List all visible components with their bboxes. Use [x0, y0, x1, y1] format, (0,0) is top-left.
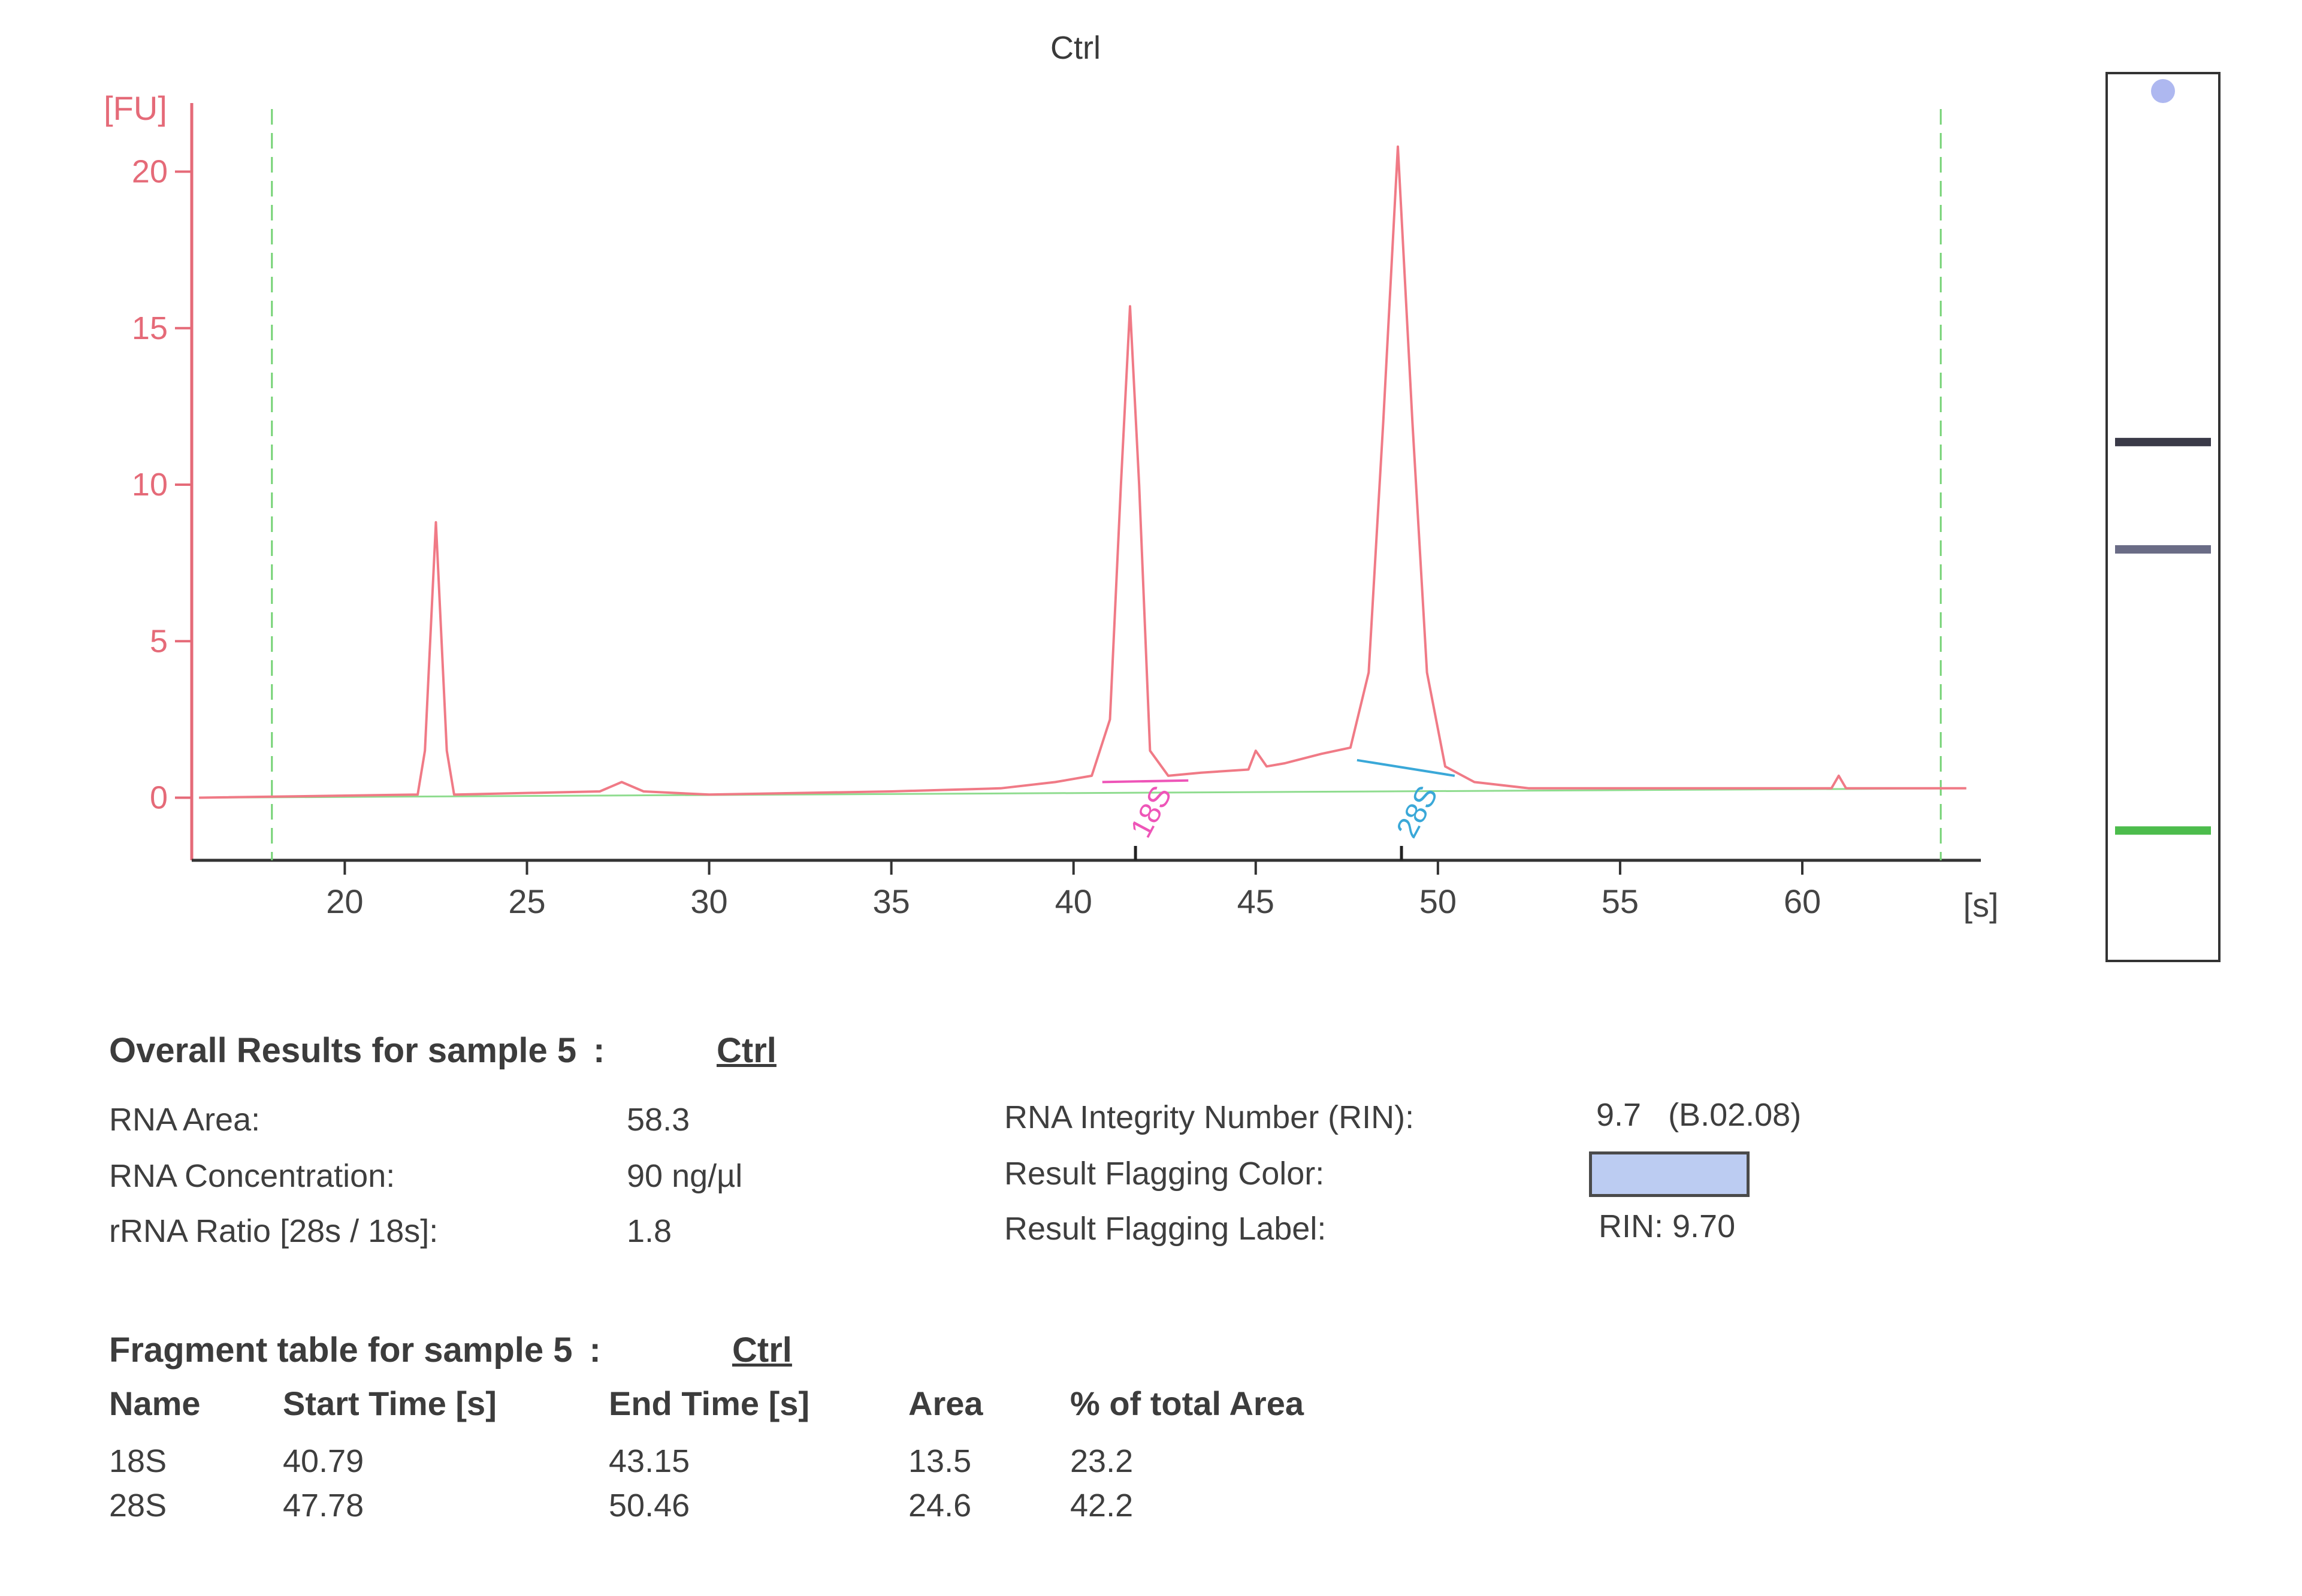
- peak-baseline: [1102, 779, 1189, 784]
- table-cell-percent: 42.2: [1070, 1488, 1134, 1524]
- col-header-start-time: Start Time [s]: [283, 1385, 497, 1422]
- flag-color-label: Result Flagging Color:: [1004, 1156, 1325, 1192]
- table-cell-percent: 23.2: [1070, 1443, 1134, 1479]
- rin-label: RNA Integrity Number (RIN):: [1004, 1099, 1415, 1135]
- rna-concentration-value: 90 ng/µl: [627, 1158, 743, 1194]
- electropherogram: Ctrl [FU] [s] 0 5 10 15 20 20 25 30 35 40 45 50 55 60…: [104, 30, 2221, 962]
- flag-label-value: RIN: 9.70: [1599, 1208, 1736, 1244]
- x-tick-label: 20: [326, 882, 363, 920]
- x-tick-label: 40: [1055, 882, 1092, 920]
- rin-value: 9.7 (B.02.08): [1596, 1097, 1802, 1133]
- col-header-name: Name: [109, 1385, 201, 1422]
- y-tick-label: 15: [132, 310, 168, 346]
- table-cell-area: 13.5: [908, 1443, 972, 1479]
- rrna-ratio-label: rRNA Ratio [28s / 18s]:: [109, 1213, 439, 1249]
- x-tick-label: 35: [872, 882, 910, 920]
- y-axis-unit: [FU]: [104, 89, 167, 127]
- table-cell-start: 40.79: [283, 1443, 364, 1479]
- baseline: [199, 787, 1966, 799]
- gel-band: [2115, 545, 2211, 554]
- x-tick-label: 55: [1602, 882, 1639, 920]
- x-tick-label: 25: [508, 882, 545, 920]
- overall-sample-name: Ctrl: [717, 1031, 777, 1070]
- table-cell-end: 43.15: [609, 1443, 690, 1479]
- series-line: [199, 145, 1966, 799]
- table-cell-name: 18S: [109, 1443, 167, 1479]
- x-tick-label: 50: [1419, 882, 1457, 920]
- peak-label: 28S: [1389, 780, 1444, 843]
- y-tick-label: 5: [150, 623, 168, 659]
- gel-band: [2115, 826, 2211, 835]
- peak-baseline: [1357, 758, 1455, 777]
- table-cell-name: 28S: [109, 1488, 167, 1524]
- rrna-ratio-value: 1.8: [627, 1213, 672, 1249]
- y-tick-label: 10: [132, 467, 168, 503]
- table-cell-end: 50.46: [609, 1488, 690, 1524]
- rna-concentration-label: RNA Concentration:: [109, 1158, 395, 1194]
- col-header-area: Area: [908, 1385, 983, 1422]
- rna-area-value: 58.3: [627, 1102, 690, 1138]
- gel-lane: [2105, 72, 2221, 962]
- overall-results-heading: Overall Results for sample 5:: [109, 1031, 605, 1070]
- chart-title: Ctrl: [1050, 30, 1101, 66]
- table-cell-start: 47.78: [283, 1488, 364, 1524]
- x-tick-label: 60: [1784, 882, 1821, 920]
- gel-dot: [2151, 79, 2175, 103]
- x-tick-label: 30: [690, 882, 727, 920]
- col-header-end-time: End Time [s]: [609, 1385, 810, 1422]
- gel-band: [2115, 437, 2211, 446]
- fragment-sample-name: Ctrl: [732, 1331, 792, 1370]
- rna-area-label: RNA Area:: [109, 1102, 261, 1138]
- flag-label-label: Result Flagging Label:: [1004, 1211, 1327, 1247]
- flag-color-swatch: [1589, 1151, 1750, 1197]
- x-tick-label: 45: [1237, 882, 1274, 920]
- y-tick-label: 20: [132, 154, 168, 190]
- table-cell-area: 24.6: [908, 1488, 972, 1524]
- col-header-percent-area: % of total Area: [1070, 1385, 1304, 1422]
- y-tick-label: 0: [150, 780, 168, 816]
- x-axis-unit: [s]: [1963, 886, 1998, 924]
- fragment-table-heading: Fragment table for sample 5:: [109, 1331, 601, 1370]
- peak-label: 18S: [1123, 780, 1178, 843]
